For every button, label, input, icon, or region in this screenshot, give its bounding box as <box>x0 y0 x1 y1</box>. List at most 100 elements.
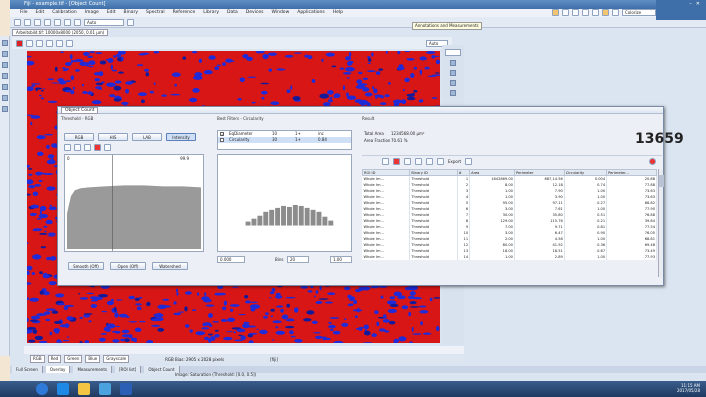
h-scrollbar[interactable] <box>24 346 464 354</box>
view-icon[interactable] <box>404 157 411 165</box>
threshold-histogram[interactable]: 0 99.9 <box>64 154 204 252</box>
view-tab[interactable]: RGB <box>30 355 45 363</box>
annotate-icon[interactable] <box>572 9 579 16</box>
mode-button[interactable]: LAB <box>132 133 162 141</box>
menu-item[interactable]: Help <box>332 10 344 15</box>
copy-result-icon[interactable] <box>426 157 433 165</box>
menu-item[interactable]: File <box>20 10 28 15</box>
measure-icon[interactable] <box>562 9 569 16</box>
text-icon[interactable] <box>1 95 8 101</box>
menu-item[interactable]: Window <box>271 10 290 15</box>
pointer-icon[interactable] <box>1 40 8 46</box>
menu-item[interactable]: Edit <box>106 10 116 15</box>
table-scrollbar[interactable] <box>658 169 664 277</box>
bottom-tab[interactable]: Full Screen <box>12 366 43 373</box>
panel-select[interactable] <box>445 49 461 56</box>
panel-icon-2[interactable] <box>450 70 456 76</box>
table-row[interactable]: Whole Im... Threshold 14 1.00 2.89 1.00 77.93 <box>362 253 657 260</box>
chart-icon[interactable] <box>465 157 473 165</box>
table-row[interactable]: Whole Im... Threshold 6 3.00 7.61 1.00 77.90 <box>362 205 657 212</box>
panel-icon-1[interactable] <box>450 60 456 66</box>
menu-item[interactable]: Applications <box>297 10 325 15</box>
panel-icon-4[interactable] <box>450 90 456 96</box>
folder-icon[interactable] <box>78 383 90 395</box>
bottom-tab[interactable]: [ROI list] <box>114 366 142 373</box>
range-max-field[interactable]: 1.00 <box>330 256 352 263</box>
table-row[interactable]: Whole Im... Threshold 8 129.00 115.76 0.21 39.… <box>362 217 657 224</box>
filter-checkbox[interactable] <box>220 138 224 142</box>
export-label[interactable]: Export <box>448 158 462 164</box>
word-icon[interactable] <box>120 383 132 395</box>
view-tab[interactable]: Blue <box>85 355 101 363</box>
polygon-icon[interactable] <box>1 73 8 79</box>
close-result-icon[interactable] <box>649 157 656 165</box>
filter-checkbox[interactable]: ✓ <box>220 132 225 137</box>
view-tab[interactable]: Red <box>47 355 62 363</box>
view-tab[interactable]: Grayscale <box>103 355 130 363</box>
menu-item[interactable]: Library <box>203 10 220 15</box>
folder-icon[interactable] <box>552 9 559 16</box>
menu-item[interactable]: Spectral <box>146 10 165 15</box>
new-icon[interactable] <box>14 18 21 26</box>
mode-button[interactable]: Intensity <box>166 133 196 141</box>
table-row[interactable]: Whole Im... Threshold 5 95.00 97.11 0.27 66.82 <box>362 199 657 206</box>
table-row[interactable]: Whole Im... Threshold 1 1642869.00 687,14.56… <box>362 175 657 182</box>
down-icon[interactable] <box>382 157 389 165</box>
table-row[interactable]: Whole Im... Threshold 3 1.00 7.90 1.00 73.63 <box>362 187 657 194</box>
bottom-tab[interactable]: Object Count <box>144 366 180 373</box>
browser-icon[interactable] <box>57 383 69 395</box>
bottom-tab[interactable]: Measurements <box>73 366 112 373</box>
view-select[interactable]: Auto <box>84 18 124 26</box>
table-row[interactable]: Whole Im... Threshold 7 30.00 35.80 0.51 76.88 <box>362 211 657 218</box>
panel-icon-3[interactable] <box>450 80 456 86</box>
fit-icon[interactable] <box>26 39 33 47</box>
hand-icon[interactable] <box>127 18 134 26</box>
reset-icon[interactable] <box>94 144 101 151</box>
filter-row[interactable]: Circularity 30 1+ 0.84 <box>218 137 351 143</box>
table-row[interactable]: Whole Im... Threshold 13 18.00 18.51 0.67 73.4… <box>362 247 657 254</box>
table-row[interactable]: Whole Im... Threshold 4 1.00 3.90 1.00 73.63 <box>362 193 657 200</box>
menu-item[interactable]: Edit <box>35 10 45 15</box>
mode-button[interactable]: HIS <box>98 133 128 141</box>
line-icon[interactable] <box>1 84 8 90</box>
copy-icon[interactable] <box>66 39 73 47</box>
start-icon[interactable] <box>36 383 48 395</box>
pen-icon[interactable] <box>612 9 619 16</box>
filter-row[interactable]: ✓ EqDiameter 10 1+ inc <box>218 131 351 137</box>
delete-icon[interactable] <box>393 157 400 165</box>
colorize-select[interactable]: Colorize <box>622 9 656 16</box>
menu-item[interactable]: Image <box>84 10 99 15</box>
app-icon[interactable] <box>99 383 111 395</box>
column-header[interactable]: # <box>456 169 471 176</box>
process-button[interactable]: Open (Off) <box>110 262 146 270</box>
settings-icon[interactable] <box>56 39 63 47</box>
bins-field[interactable]: 20 <box>287 256 309 263</box>
table-row[interactable]: Whole Im... Threshold 2 8.00 12.18 0.74 77.88 <box>362 181 657 188</box>
menu-item[interactable]: Data <box>227 10 238 15</box>
process-button[interactable]: Smooth (Off) <box>68 262 104 270</box>
invert-icon[interactable] <box>104 144 111 151</box>
zoom-in-icon[interactable] <box>36 39 43 47</box>
process-button[interactable]: Watershed <box>152 262 188 270</box>
column-header[interactable]: Circularity <box>563 169 608 176</box>
chart-icon[interactable] <box>592 9 599 16</box>
add-icon[interactable] <box>74 144 81 151</box>
save-icon[interactable] <box>34 18 41 26</box>
open-icon[interactable] <box>24 18 31 26</box>
close-icon[interactable]: ✕ <box>695 1 700 7</box>
view-tab[interactable]: Green <box>64 355 83 363</box>
remove-icon[interactable] <box>84 144 91 151</box>
dialog-tab[interactable]: Object Count <box>61 107 99 114</box>
menu-item[interactable]: Calibration <box>52 10 77 15</box>
pick-icon[interactable] <box>64 144 71 151</box>
range-min-field[interactable]: 0.000 <box>217 256 245 263</box>
grid-icon[interactable] <box>582 9 589 16</box>
bottom-tab[interactable]: Overlay <box>45 366 71 373</box>
table-row[interactable]: Whole Im... Threshold 11 2.00 4.58 1.00 68.81 <box>362 235 657 242</box>
color-icon[interactable] <box>16 39 23 47</box>
menu-item[interactable]: Reference <box>172 10 196 15</box>
table-row[interactable]: Whole Im... Threshold 9 7.00 9.71 0.81 77.54 <box>362 223 657 230</box>
minimize-icon[interactable]: – <box>689 1 692 7</box>
save-result-icon[interactable] <box>415 157 422 165</box>
menu-item[interactable]: Devices <box>245 10 264 15</box>
